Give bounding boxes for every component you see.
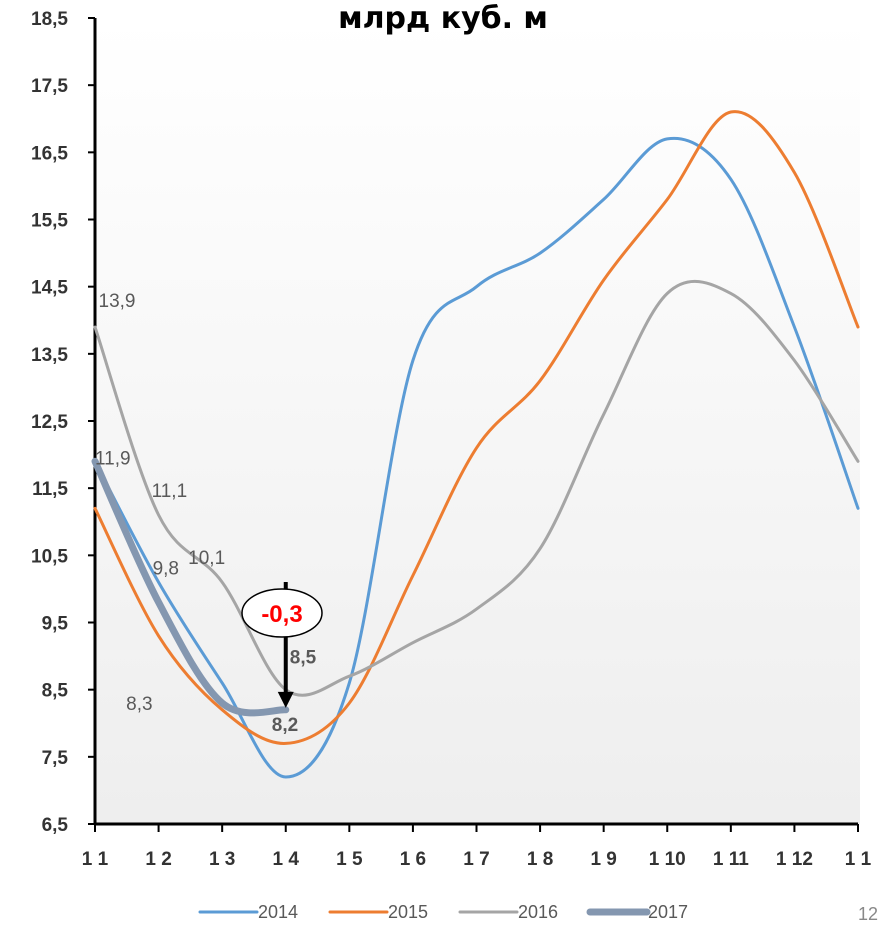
data-label: 8,5	[290, 648, 317, 669]
difference-annotation: -0,3	[241, 582, 323, 708]
annotation-ellipse	[241, 588, 323, 638]
data-label: 11,1	[152, 481, 188, 502]
data-label: 11,9	[95, 448, 131, 469]
y-tick-label: 15,5	[31, 211, 68, 232]
x-tick-label: 1 3	[209, 849, 235, 870]
x-tick-label: 1 1	[82, 849, 109, 870]
x-axis: 1 1 1 2 1 3 1 4 1 5 1 6 1 7 1 8 1 9 1 10 1 11 1 12 1…	[82, 822, 872, 870]
x-tick-label: 1 9	[590, 849, 616, 870]
y-tick-label: 14,5	[31, 278, 68, 299]
legend: 2014 2015 2016 2017	[198, 902, 688, 922]
x-tick-label: 1 7	[463, 849, 489, 870]
legend-entry-2014: 2014	[258, 902, 298, 922]
legend-entry-2015: 2015	[388, 902, 428, 922]
data-label: 8,2	[272, 715, 298, 736]
y-tick-label: 17,5	[31, 76, 68, 97]
x-tick-label: 1 2	[145, 849, 171, 870]
plot-background	[95, 18, 860, 824]
y-tick-label: 7,5	[42, 748, 69, 769]
y-tick-label: 18,5	[31, 9, 68, 30]
legend-entry-2017: 2017	[648, 902, 688, 922]
y-tick-label: 13,5	[31, 345, 68, 366]
series-lines	[91, 110, 860, 779]
series-line-2016	[93, 279, 860, 697]
y-tick-label: 16,5	[31, 143, 68, 164]
x-tick-label: 1 4	[273, 849, 300, 870]
data-label: 8,3	[126, 694, 152, 715]
annotation-label: -0,3	[261, 601, 302, 628]
y-tick-label: 11,5	[32, 479, 68, 500]
annotation-arrow-head	[277, 691, 294, 708]
data-label: 13,9	[99, 291, 136, 312]
y-tick-label: 10,5	[31, 546, 68, 567]
chart-title: млрд куб. м	[338, 1, 548, 36]
y-tick-label: 9,5	[42, 614, 69, 635]
x-tick-label: 1 12	[776, 849, 813, 870]
data-labels: 13,9 11,1 10,1 8,5 11,9 9,8 8,3 8,2	[95, 291, 317, 736]
x-tick-label: 1 10	[649, 849, 686, 870]
x-tick-label: 1 6	[400, 849, 426, 870]
y-axis: 6,5 7,5 8,5 9,5 10,5 11,5 12,5 13,5 14,5 15,5 16,5…	[31, 9, 97, 836]
series-line-2017	[91, 457, 290, 717]
y-tick-label: 6,5	[42, 815, 69, 836]
data-label: 9,8	[153, 558, 179, 579]
series-line-2015	[93, 110, 860, 745]
x-tick-label: 1 8	[527, 849, 553, 870]
y-tick-label: 12,5	[31, 412, 68, 433]
y-tick-label: 8,5	[42, 681, 69, 702]
series-line-2014	[93, 136, 860, 779]
x-tick-label: 1 5	[336, 849, 363, 870]
page-number: 12	[858, 904, 878, 923]
x-tick-label: 1 11	[713, 849, 749, 870]
data-label: 10,1	[188, 548, 225, 569]
legend-entry-2016: 2016	[518, 902, 558, 922]
x-tick-label: 1 1	[845, 849, 872, 870]
